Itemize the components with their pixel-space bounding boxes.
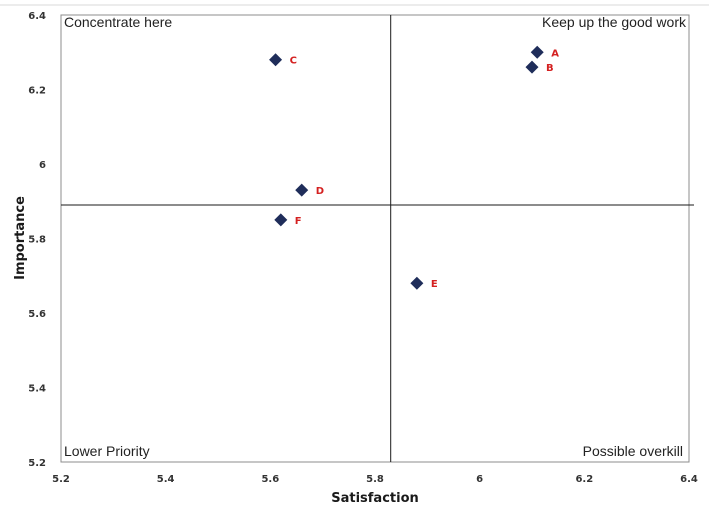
quadrant-labels: Concentrate here Keep up the good work L…: [64, 14, 687, 459]
quadrant-label-top-left: Concentrate here: [64, 14, 172, 30]
data-point-marker: [295, 183, 309, 197]
data-point-label: A: [551, 48, 559, 59]
data-point-marker: [274, 213, 288, 227]
y-tick-label: 5.4: [28, 384, 46, 395]
data-point-label: F: [295, 216, 302, 227]
plot-area: [60, 14, 690, 463]
data-point-marker: [525, 60, 539, 74]
reference-lines: [61, 15, 694, 462]
x-tick-label: 6: [476, 474, 483, 485]
data-point-label: E: [431, 279, 438, 290]
x-tick-label: 5.4: [157, 474, 175, 485]
x-tick-label: 5.2: [52, 474, 70, 485]
quadrant-label-bottom-left: Lower Priority: [64, 443, 150, 459]
x-tick-label: 5.6: [261, 474, 279, 485]
data-point-marker: [410, 276, 424, 290]
x-axis-ticks: 5.2 5.4 5.6 5.8 6 6.2 6.4: [52, 474, 698, 485]
quadrant-label-top-right: Keep up the good work: [542, 14, 687, 30]
y-tick-label: 5.2: [28, 458, 46, 469]
y-tick-label: 6.4: [28, 11, 46, 22]
y-tick-label: 5.8: [28, 235, 46, 246]
x-tick-label: 6.2: [575, 474, 593, 485]
y-axis-title: Importance: [13, 196, 28, 280]
data-points: AB C D E F: [269, 45, 559, 290]
y-axis-ticks: 5.2 5.4 5.6 5.8 6 6.2 6.4: [28, 11, 46, 469]
x-tick-label: 5.8: [366, 474, 384, 485]
data-point-marker: [530, 45, 544, 59]
data-point-label: C: [290, 56, 297, 67]
data-point-marker: [269, 53, 283, 67]
y-tick-label: 6.2: [28, 86, 46, 97]
y-tick-label: 6: [39, 160, 46, 171]
data-point-label: D: [316, 186, 324, 197]
data-point-label: B: [546, 63, 554, 74]
x-axis-title: Satisfaction: [331, 491, 419, 506]
y-tick-label: 5.6: [28, 309, 46, 320]
quadrant-label-bottom-right: Possible overkill: [583, 443, 683, 459]
x-tick-label: 6.4: [680, 474, 698, 485]
